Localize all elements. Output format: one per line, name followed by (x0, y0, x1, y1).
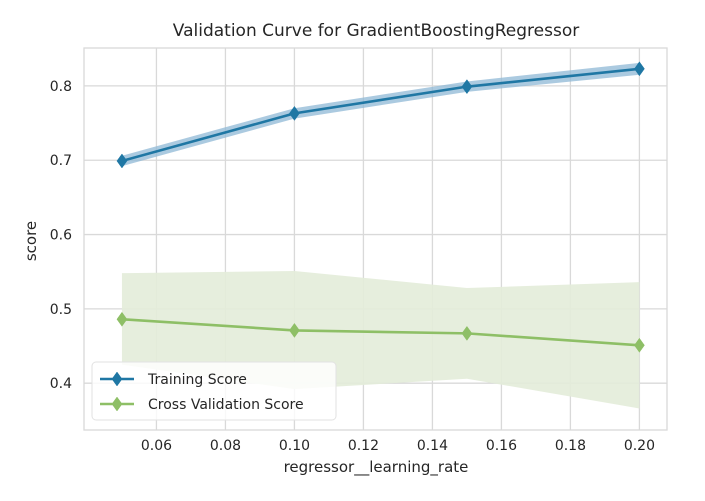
x-tick-label: 0.20 (624, 438, 655, 454)
point-training-score (289, 105, 300, 121)
x-tick-label: 0.16 (486, 438, 517, 454)
line-cross-validation-score (121, 317, 640, 347)
x-tick-label: 0.14 (417, 438, 448, 454)
point-training-score (116, 153, 128, 169)
point-cross-validation-score (289, 322, 300, 338)
y-tick-label: 0.5 (50, 302, 72, 318)
y-tick-label: 0.4 (50, 376, 72, 392)
plot-area: 0.06 0.08 0.10 0.12 0.14 0.16 0.18 0.20 0.4 0.5 0.… (50, 47, 668, 454)
point-training-score (634, 61, 645, 77)
point-cross-validation-score (461, 325, 473, 341)
legend-label-cross-validation-score: Cross Validation Score (148, 397, 304, 413)
x-tick-label: 0.08 (210, 438, 241, 454)
legend-label-training-score: Training Score (147, 372, 247, 388)
point-training-score (461, 79, 473, 95)
legend-marker-cross-validation-score (111, 396, 123, 412)
y-tick-label: 0.7 (50, 153, 72, 169)
y-axis-label: score (22, 221, 40, 261)
x-axis-label: regressor__learning_rate (284, 458, 469, 477)
legend-box (91, 361, 337, 421)
point-cross-validation-score (116, 311, 128, 327)
plot-frame (83, 47, 668, 431)
chart-title: Validation Curve for GradientBoostingReg… (173, 21, 579, 41)
x-tick-label: 0.18 (555, 438, 586, 454)
x-tick-label: 0.10 (279, 438, 310, 454)
x-tick-label: 0.12 (348, 438, 379, 454)
y-tick-label: 0.6 (50, 228, 72, 244)
legend: Training Score Cross Validation Score (91, 361, 337, 421)
line-training-score (121, 67, 640, 163)
x-tick-label: 0.06 (141, 438, 172, 454)
y-tick-label: 0.8 (50, 79, 72, 95)
legend-marker-training-score (111, 371, 123, 387)
point-cross-validation-score (634, 337, 645, 353)
